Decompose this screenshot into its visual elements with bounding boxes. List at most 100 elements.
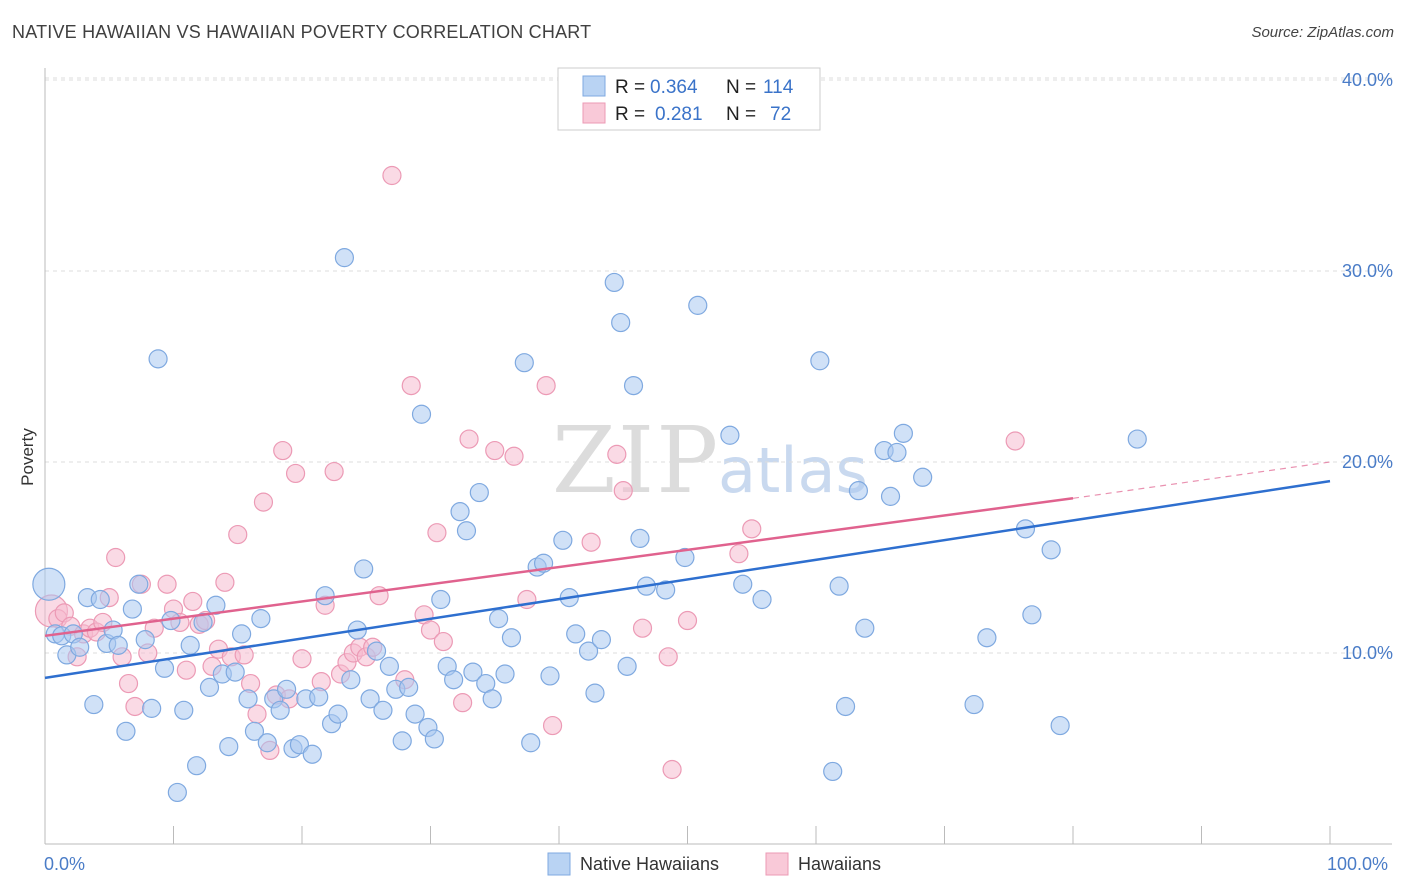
native-hawaiians-point [328, 704, 348, 724]
native-hawaiians-point [578, 641, 599, 661]
native-hawaiians-point [122, 599, 142, 619]
hawaiians-point [542, 715, 563, 736]
watermark-zip: ZIP [552, 407, 720, 514]
native-hawaiians-point [135, 630, 155, 650]
native-hawaiians-point [167, 782, 187, 803]
hawaiians-point [662, 759, 682, 780]
native-hawaiians-point [720, 425, 740, 445]
native-hawaiians-point [206, 595, 226, 615]
native-hawaiians-point [456, 521, 477, 541]
hawaiians-point [176, 660, 196, 680]
native-hawaiians-point [309, 687, 329, 707]
native-hawaiians-point [566, 624, 586, 644]
legend-n-label-2: N = [726, 104, 756, 125]
native-hawaiians-point [180, 635, 200, 655]
bottom-legend-hawaiians: Hawaiians [798, 854, 881, 874]
hawaiians-point [183, 591, 203, 612]
source-label: Source: ZipAtlas.com [1251, 24, 1394, 41]
legend-n-value-2: 72 [770, 104, 791, 125]
native-hawaiians-point [829, 576, 849, 596]
gridlines [45, 77, 1392, 654]
native-hawaiians-point [257, 733, 277, 753]
native-hawaiians-point [431, 589, 451, 610]
legend-swatch-blue [582, 75, 606, 97]
hawaiians-point [157, 574, 177, 594]
native-hawaiians-point [835, 696, 856, 717]
hawaiians-point [324, 461, 344, 482]
native-hawaiians-point [148, 349, 168, 369]
hawaiians-point [459, 429, 479, 449]
native-hawaiians-point [913, 467, 933, 487]
native-hawaiians-point [752, 589, 772, 610]
hawaiians-trendline-extension [1072, 461, 1331, 499]
native-hawaiians-point [514, 353, 534, 373]
native-hawaiians-point [315, 586, 335, 606]
native-hawaiians-point [880, 486, 901, 506]
hawaiians-point [485, 440, 505, 461]
native-hawaiians-point [366, 641, 387, 661]
hawaiians-point [382, 165, 402, 186]
native-hawaiians-point [604, 272, 624, 293]
hawaiians-point [632, 618, 653, 638]
native-hawaiians-point [617, 656, 637, 676]
native-hawaiians-point [187, 756, 207, 776]
native-hawaiians-point [199, 677, 220, 697]
native-hawaiians-point [84, 694, 104, 715]
native-hawaiians-point [489, 609, 509, 629]
native-hawaiians-point [501, 628, 522, 648]
y-axis-title: Poverty [18, 428, 37, 486]
y-tick-label: 30.0% [1342, 261, 1393, 281]
legend-n-label-1: N = [726, 77, 756, 98]
hawaiians-point [729, 544, 749, 564]
native-hawaiians-point [733, 574, 753, 594]
native-hawaiians-point [219, 736, 239, 757]
native-hawaiians-point [482, 689, 502, 709]
hawaiians-point [613, 481, 633, 501]
legend-r-label-2: R = [615, 104, 645, 125]
native-hawaiians-point [341, 670, 361, 690]
hawaiians-point [581, 532, 601, 552]
native-hawaiians-point [379, 656, 399, 676]
correlation-legend: R = 0.364 N = 114 R = 0.281 N = 72 [557, 67, 821, 131]
native-hawaiians-point [469, 482, 489, 503]
hawaiians-point [228, 524, 248, 545]
bottom-legend-swatch-pink [765, 852, 789, 876]
native-hawaiians-point [238, 689, 258, 709]
native-hawaiians-points [32, 248, 1147, 803]
native-hawaiians-point [611, 312, 631, 333]
native-hawaiians-point [360, 689, 380, 709]
native-hawaiians-point [848, 481, 869, 501]
hawaiians-trendline [44, 497, 1074, 638]
native-hawaiians-point [424, 729, 444, 749]
native-hawaiians-point [373, 700, 393, 720]
hawaiians-point [125, 696, 145, 717]
native-hawaiians-point [399, 677, 419, 697]
legend-r-label-1: R = [615, 77, 645, 98]
hawaiians-point [234, 645, 254, 665]
hawaiians-point [420, 620, 441, 640]
hawaiians-point [273, 440, 293, 461]
native-hawaiians-point [32, 567, 66, 601]
hawaiians-point [742, 519, 762, 539]
native-hawaiians-point [463, 662, 483, 682]
native-hawaiians-point [495, 664, 515, 684]
native-hawaiians-point [540, 666, 560, 686]
native-hawaiians-trendline [44, 479, 1331, 680]
x-tick-label-max: 100.0% [1327, 854, 1388, 874]
native-hawaiians-point [591, 630, 612, 650]
hawaiians-point [504, 446, 524, 466]
y-tick-labels: 10.0% 20.0% 30.0% 40.0% [1342, 70, 1393, 663]
native-hawaiians-point [585, 683, 605, 703]
native-hawaiians-point [444, 670, 464, 690]
legend-r-value-2: 0.281 [655, 104, 703, 125]
hawaiians-point [677, 610, 698, 631]
native-hawaiians-point [887, 442, 907, 463]
hawaiians-point [433, 631, 453, 652]
watermark-atlas: atlas [718, 434, 868, 507]
native-hawaiians-point [142, 698, 162, 718]
native-hawaiians-point [302, 744, 322, 764]
native-hawaiians-point [174, 700, 194, 720]
native-hawaiians-point [334, 248, 355, 268]
hawaiians-point [215, 572, 235, 592]
native-hawaiians-point [630, 528, 650, 549]
